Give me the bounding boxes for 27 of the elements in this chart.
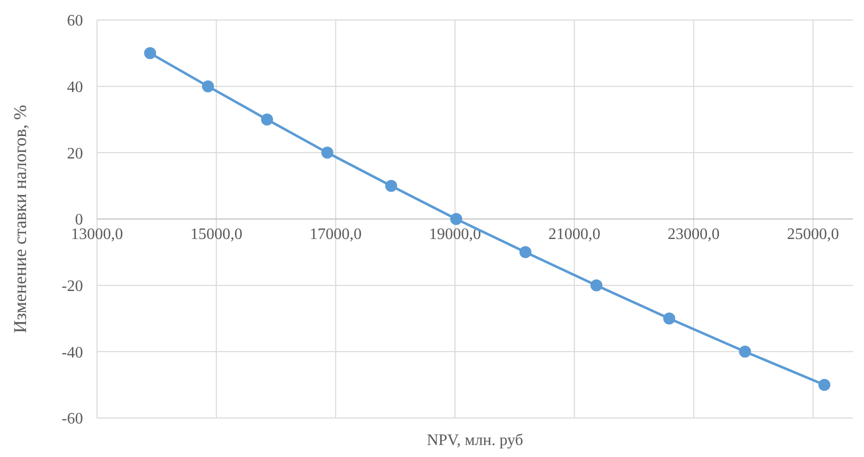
y-tick-label: 20 <box>67 145 83 162</box>
point <box>202 80 214 92</box>
y-tick-label: -40 <box>62 344 83 362</box>
point <box>144 47 156 60</box>
y-tick-label: -20 <box>62 278 83 295</box>
x-tick-label: 15000,0 <box>190 226 242 243</box>
point <box>261 114 274 126</box>
point <box>739 346 751 358</box>
point <box>321 146 334 159</box>
x-tick-label: 25000,0 <box>787 226 840 243</box>
y-tick-label: 60 <box>67 12 83 30</box>
point <box>818 378 830 391</box>
point <box>663 312 676 324</box>
x-tick-label: 19000,0 <box>429 226 482 243</box>
x-tick-label: 21000,0 <box>548 226 600 243</box>
point <box>450 213 462 225</box>
y-tick-label: -60 <box>62 410 83 428</box>
x-tick-label: 13000,0 <box>71 226 123 243</box>
x-tick-label: 23000,0 <box>668 226 720 243</box>
y-tick-label: 0 <box>75 212 83 229</box>
x-tick-label: 17000,0 <box>310 226 362 243</box>
point <box>590 279 602 292</box>
point <box>385 180 398 192</box>
x-axis-title: NPV, млн. руб <box>426 432 524 449</box>
y-tick-label: 40 <box>67 78 83 96</box>
point <box>519 246 532 258</box>
y-axis-title: Изменение ставки налогов, % <box>10 104 30 334</box>
